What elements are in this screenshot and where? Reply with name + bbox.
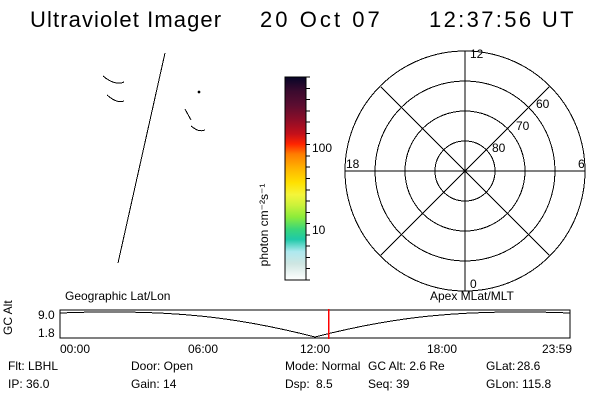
svg-text:12:37:56 UT: 12:37:56 UT (429, 7, 576, 32)
svg-text:Dsp:8.5: Dsp: 8.5 (285, 377, 333, 391)
svg-text:10: 10 (312, 223, 326, 237)
svg-text:Geographic Lat/Lon: Geographic Lat/Lon (65, 289, 170, 303)
svg-text:60: 60 (536, 97, 550, 111)
svg-text:70: 70 (516, 119, 530, 133)
svg-text:1.8: 1.8 (38, 326, 55, 340)
svg-text:IP: 36.0: IP: 36.0 (8, 377, 50, 391)
svg-text:Gain: 14: Gain: 14 (131, 377, 177, 391)
svg-text:00:00: 00:00 (60, 342, 90, 356)
svg-text:100: 100 (312, 141, 332, 155)
svg-text:6: 6 (578, 157, 585, 171)
svg-text:06:00: 06:00 (188, 342, 218, 356)
svg-text:Mode: Normal: Mode: Normal (285, 359, 360, 373)
svg-text:Apex MLat/MLT: Apex MLat/MLT (430, 289, 514, 303)
svg-text:18:00: 18:00 (427, 342, 457, 356)
svg-text:Ultraviolet Imager: Ultraviolet Imager (30, 7, 222, 32)
svg-text:Seq: 39: Seq: 39 (368, 377, 410, 391)
svg-text:9.0: 9.0 (38, 308, 55, 322)
svg-text:Door: Open: Door: Open (131, 359, 193, 373)
svg-text:photon cm⁻²s⁻¹: photon cm⁻²s⁻¹ (257, 184, 271, 267)
svg-text:80: 80 (492, 141, 506, 155)
svg-text:GC Alt: 2.6 Re: GC Alt: 2.6 Re (368, 359, 445, 373)
svg-text:Flt: LBHL: Flt: LBHL (8, 359, 58, 373)
svg-text:18: 18 (346, 157, 360, 171)
svg-text:GLat:28.6: GLat: 28.6 (486, 359, 541, 373)
svg-text:12: 12 (470, 47, 484, 61)
svg-text:20 Oct 07: 20 Oct 07 (260, 7, 383, 32)
svg-text:GC Alt: GC Alt (1, 300, 15, 335)
svg-text:12:00: 12:00 (300, 342, 330, 356)
svg-text:23:59: 23:59 (542, 342, 572, 356)
svg-text:GLon: 115.8: GLon: 115.8 (486, 377, 551, 391)
